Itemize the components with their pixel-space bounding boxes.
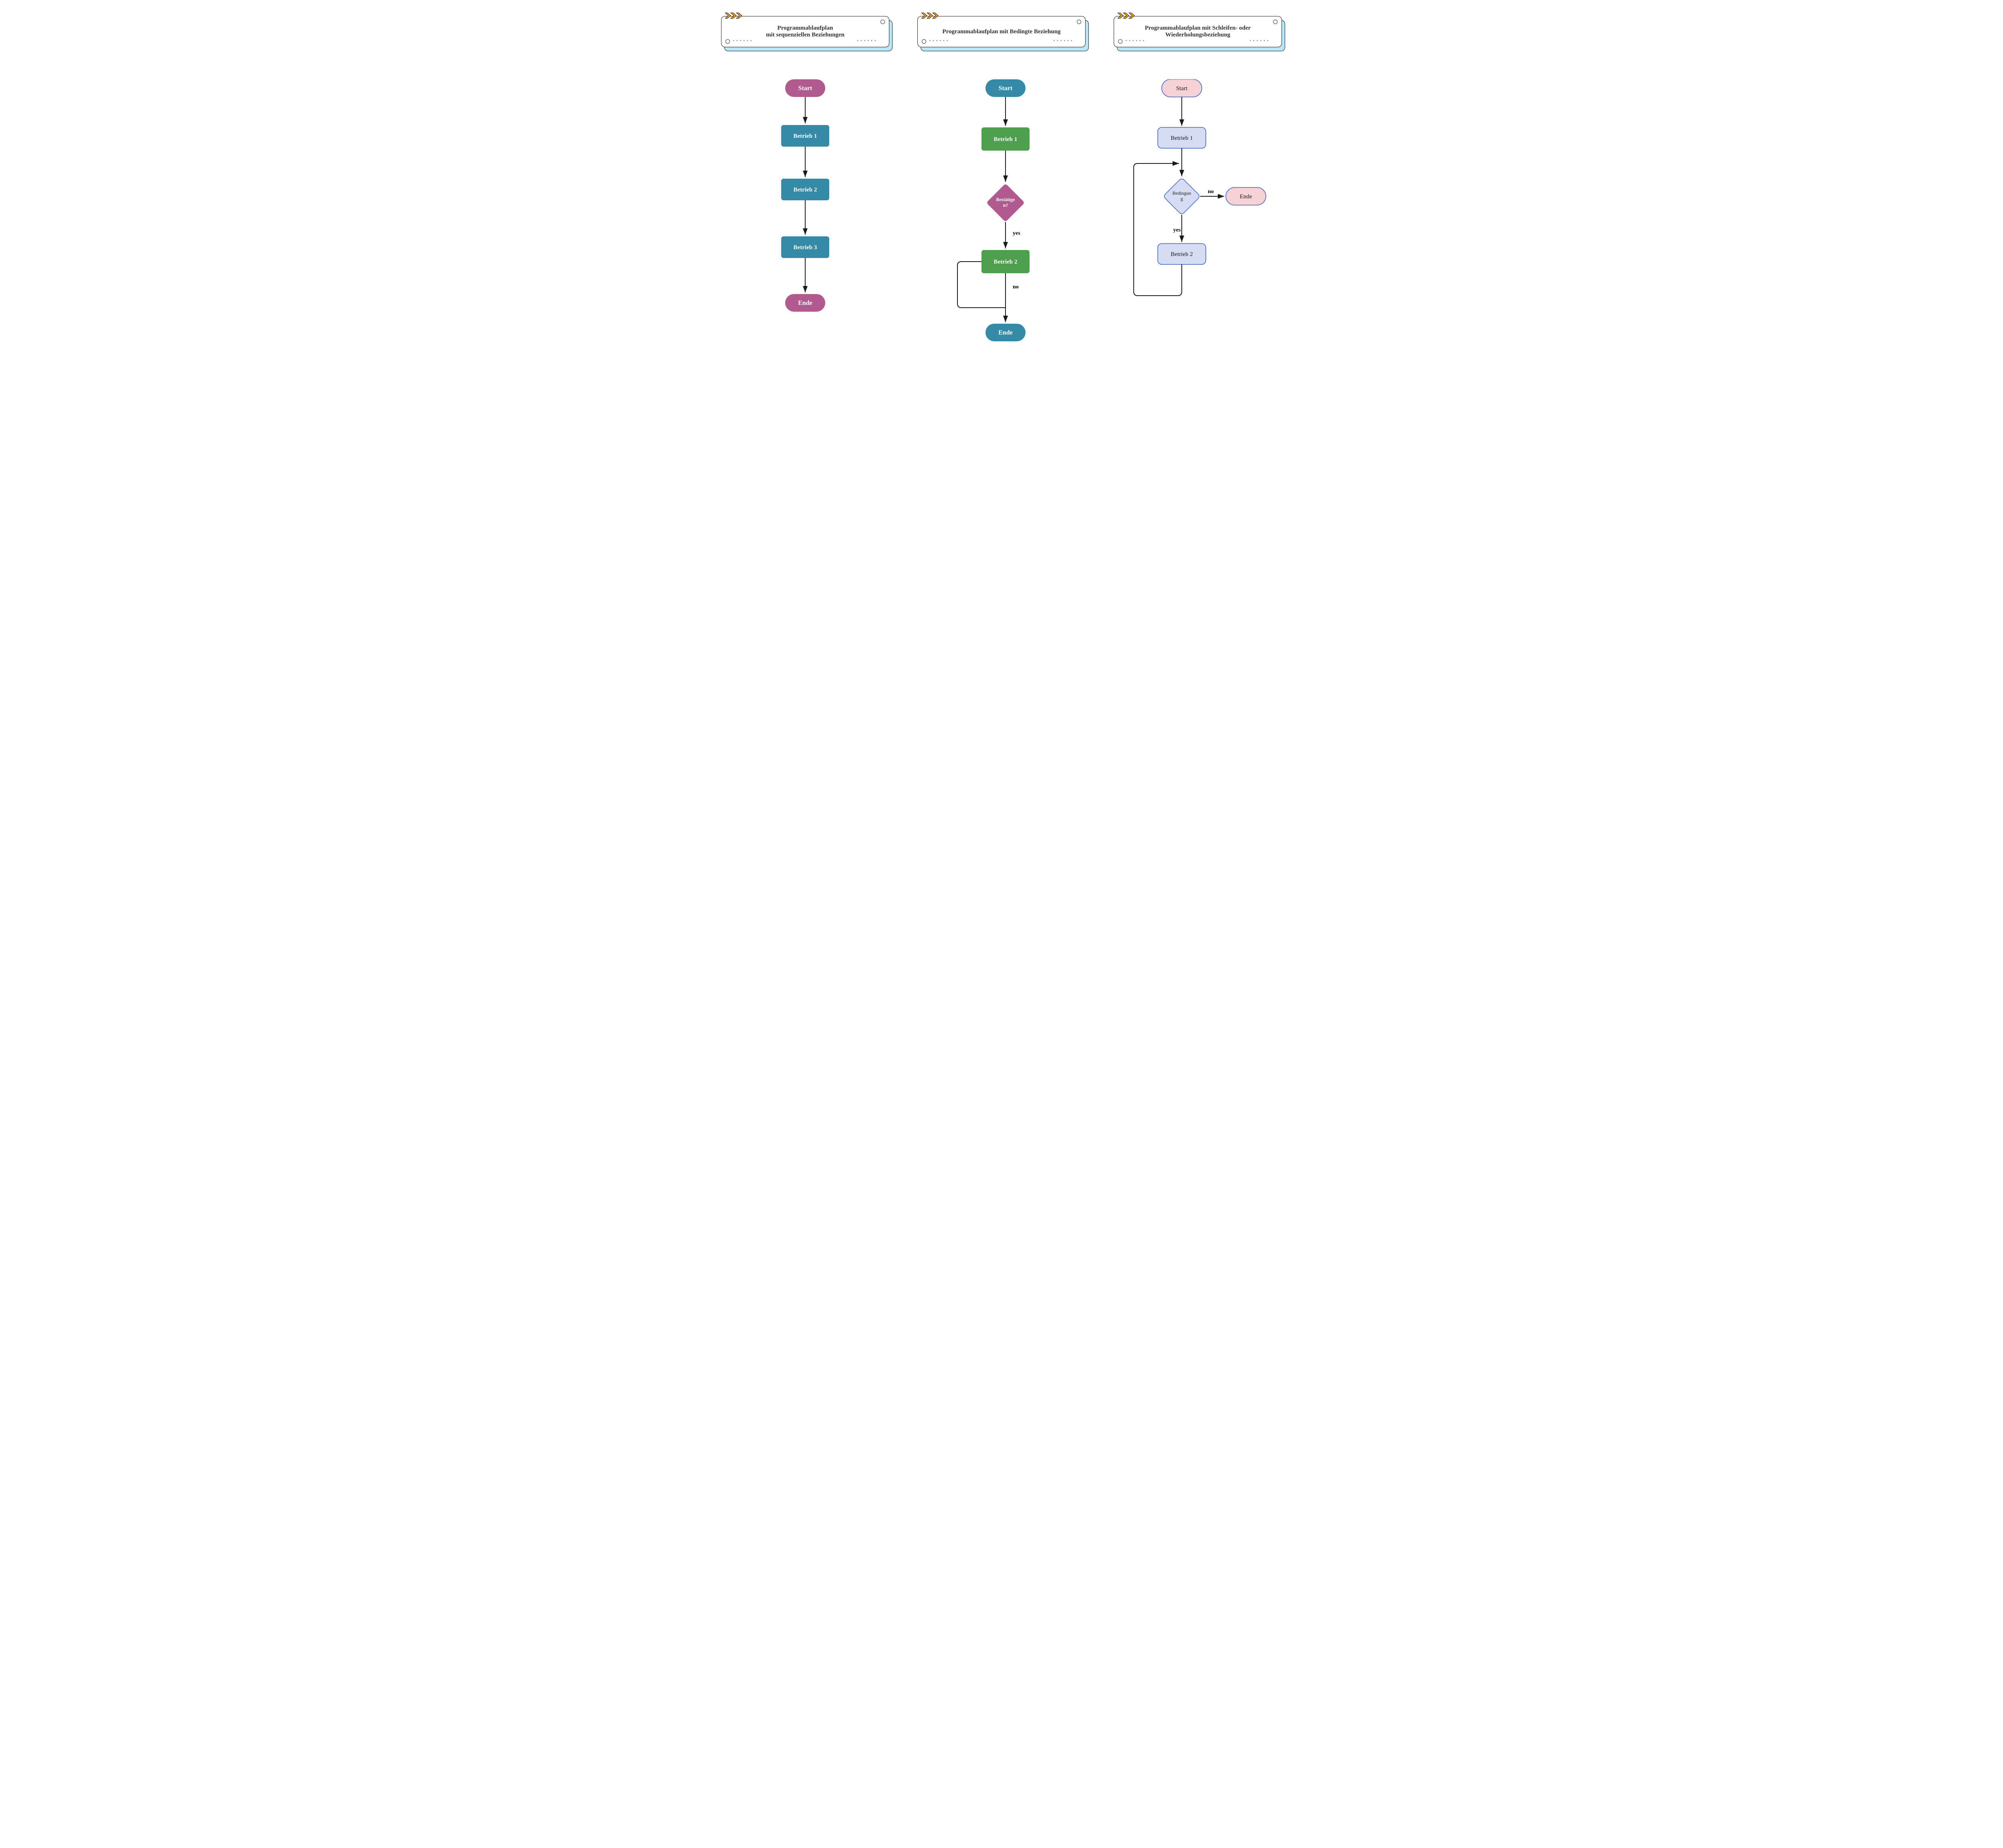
node-end: Ende [798, 300, 812, 306]
edge-label-no: no [1208, 189, 1214, 195]
edge-label-yes: yes [1013, 230, 1020, 236]
column-sequential: Programmablaufplan mit sequenziellen Bez… [713, 16, 897, 368]
edge-label-no: no [1013, 284, 1019, 290]
node-op3: Betrieb 3 [794, 244, 817, 251]
chevron-icon [921, 11, 947, 20]
header-title-line1: Programmablaufplan mit Schleifen- oder [1130, 25, 1265, 32]
header-title-line1: Programmablaufplan [738, 25, 873, 32]
header-title-line2: Wiederholungsbeziehung [1130, 32, 1265, 38]
header-sequential: Programmablaufplan mit sequenziellen Bez… [721, 16, 889, 47]
node-start: Start [999, 85, 1013, 92]
chevron-icon [725, 11, 751, 20]
node-op2: Betrieb 2 [994, 259, 1018, 265]
header-conditional: Programmablaufplan mit Bedingte Beziehun… [917, 16, 1086, 47]
node-op1: Betrieb 1 [794, 133, 817, 139]
edge-label-yes: yes [1173, 227, 1181, 233]
node-decision-l1: Bedingun [1173, 190, 1191, 196]
node-op1: Betrieb 1 [1171, 135, 1193, 141]
node-decision-l2: n? [1003, 202, 1008, 208]
node-op2: Betrieb 2 [1171, 251, 1193, 258]
header-title-line2: mit sequenziellen Beziehungen [738, 32, 873, 38]
chevron-icon [1118, 11, 1143, 20]
header-loop: Programmablaufplan mit Schleifen- oder W… [1114, 16, 1282, 47]
flowchart-sequential: Start Betrieb 1 Betrieb 2 Betrieb 3 Ende [769, 79, 841, 352]
node-op1: Betrieb 1 [994, 136, 1018, 143]
column-conditional: Programmablaufplan mit Bedingte Beziehun… [909, 16, 1094, 368]
column-loop: Programmablaufplan mit Schleifen- oder W… [1106, 16, 1290, 368]
header-title: Programmablaufplan mit Bedingte Beziehun… [934, 28, 1069, 35]
diagram-container: Programmablaufplan mit sequenziellen Bez… [713, 16, 1290, 368]
node-decision-l2: g [1181, 196, 1183, 202]
node-start: Start [798, 85, 812, 92]
node-end: Ende [998, 329, 1013, 336]
node-start: Start [1176, 85, 1188, 92]
node-end: Ende [1240, 193, 1252, 200]
node-decision-l1: Bestätige [996, 197, 1015, 202]
node-op2: Betrieb 2 [794, 187, 817, 193]
flowchart-loop: Start Betrieb 1 Bedingun g no Ende yes B… [1126, 79, 1270, 328]
flowchart-conditional: Start Betrieb 1 Bestätige n? yes Betrieb… [949, 79, 1054, 368]
